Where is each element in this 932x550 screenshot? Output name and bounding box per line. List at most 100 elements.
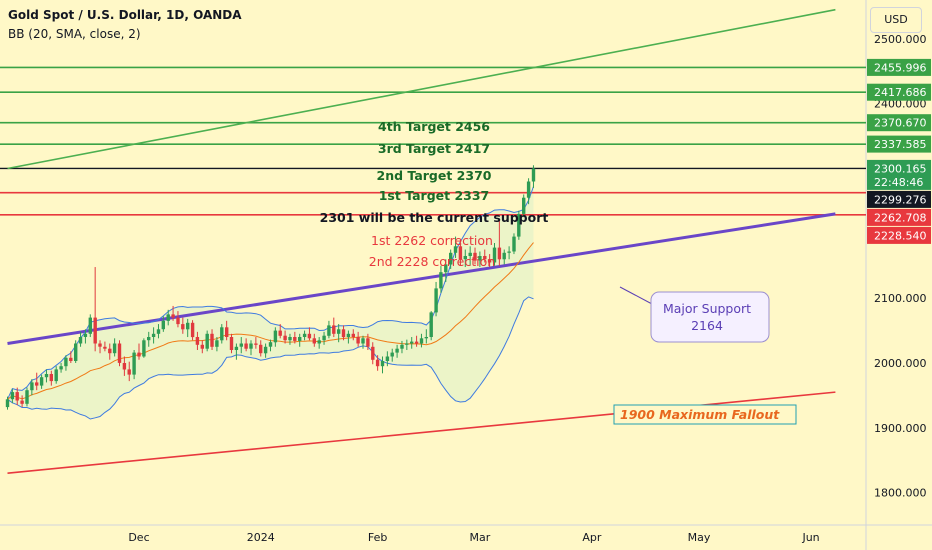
candle (186, 318, 190, 338)
candle (181, 317, 185, 334)
price-box: 2370.670 (867, 114, 931, 132)
candle (244, 338, 248, 352)
x-tick-label: 2024 (247, 531, 275, 544)
candle-body (332, 325, 336, 334)
candle-body (361, 338, 365, 344)
candle (132, 350, 136, 380)
candle (273, 327, 278, 347)
x-tick-label: Mar (470, 531, 491, 544)
candle (424, 329, 428, 344)
bollinger-lower-line (7, 296, 534, 420)
candle-body (405, 343, 409, 345)
x-tick-label: Dec (128, 531, 149, 544)
price-box: 2228.540 (867, 226, 931, 244)
y-tick-label: 2100.000 (874, 292, 927, 305)
price-box-label: 2455.996 (874, 61, 927, 74)
candle-body (478, 256, 482, 261)
candle-body (44, 374, 49, 378)
candle (395, 344, 399, 358)
candle (410, 337, 414, 349)
price-box-bg (867, 208, 931, 226)
candle (526, 178, 531, 205)
candle (346, 330, 351, 344)
candle (453, 236, 458, 258)
candle (39, 374, 44, 389)
price-box: 2455.996 (867, 58, 931, 76)
candle-body (380, 361, 385, 367)
price-box-label: 2299.276 (874, 193, 927, 206)
candle (414, 335, 419, 347)
candle (390, 348, 394, 362)
candle (419, 333, 424, 348)
candles-layer (5, 165, 536, 410)
candle-body (239, 343, 243, 347)
candle-body (283, 335, 287, 341)
candle (337, 324, 341, 343)
candle (278, 324, 282, 339)
price-box: 2299.276 (867, 190, 931, 208)
candle-body (151, 333, 156, 337)
price-boxes-layer: 2455.996 2417.686 2370.670 2337.585 2300.165… (867, 58, 931, 244)
y-tick-label: 2400.000 (874, 98, 927, 111)
candle-body (20, 400, 24, 404)
chart-title: Gold Spot / U.S. Dollar, 1D, OANDA (8, 8, 242, 22)
bollinger-fill-layer (7, 186, 534, 419)
price-box-bg (867, 83, 931, 101)
y-tick-label: 2500.000 (874, 33, 927, 46)
candle-body (351, 333, 355, 337)
candle-body (424, 337, 428, 339)
candle-body (88, 317, 92, 334)
price-box: 2262.708 (867, 208, 931, 226)
candle-body (200, 344, 204, 349)
candle (30, 379, 34, 396)
candle (151, 327, 156, 344)
candle-body (400, 344, 404, 349)
candle-body (487, 259, 492, 263)
candle (366, 333, 370, 350)
candle (400, 340, 404, 354)
candle-body (83, 333, 88, 337)
candle-body (142, 340, 146, 357)
candle (298, 333, 302, 347)
candle-body (317, 340, 321, 344)
candle-body (103, 346, 107, 349)
candle-body (244, 343, 248, 349)
candle-body (186, 322, 190, 330)
candle-body (93, 317, 97, 344)
candle-body (278, 330, 282, 336)
candle-body (390, 352, 394, 357)
candle-body (497, 247, 502, 260)
candle (229, 333, 234, 354)
candle-body (156, 329, 161, 334)
x-tick-label: Apr (582, 531, 602, 544)
annotation-target-3: 3rd Target 2417 (378, 141, 490, 156)
candle-body (166, 314, 170, 321)
candle-body (10, 392, 15, 400)
candle (161, 316, 165, 332)
candle (166, 309, 170, 326)
candle-body (410, 341, 414, 344)
candle (54, 366, 58, 384)
candle (463, 249, 467, 268)
annotation-current-support: 2301 will be the current support (320, 210, 549, 225)
candle-body (30, 382, 34, 391)
candle-body (414, 341, 419, 344)
candle (103, 341, 107, 352)
candle (512, 233, 516, 255)
currency-button[interactable]: USD (870, 7, 922, 33)
candle (249, 340, 253, 356)
fallout-label: 1900 Maximum Fallout (620, 407, 780, 422)
indicator-legend: BB (20, SMA, close, 2) (8, 27, 141, 41)
candle (263, 343, 268, 358)
candle (98, 340, 102, 354)
candle (468, 246, 472, 266)
candle-body (531, 168, 536, 182)
candle-body (190, 322, 195, 338)
candle-body (453, 246, 458, 253)
candle-body (341, 329, 346, 338)
candle-body (161, 320, 165, 330)
candle (268, 339, 273, 352)
candle-body (35, 382, 39, 386)
candle (225, 320, 229, 341)
